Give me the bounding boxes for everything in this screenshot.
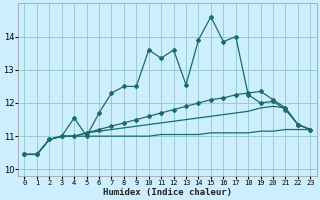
X-axis label: Humidex (Indice chaleur): Humidex (Indice chaleur) [103,188,232,197]
